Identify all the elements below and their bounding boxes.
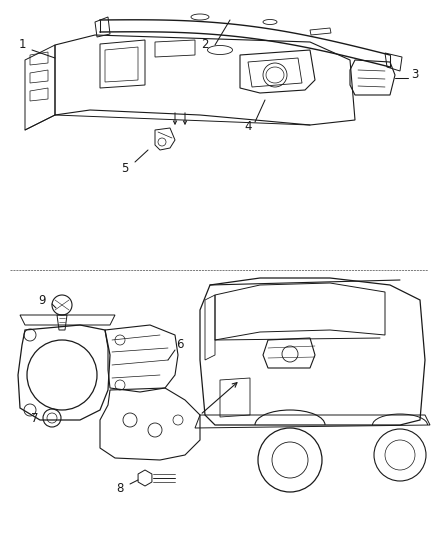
Text: 7: 7 — [31, 411, 39, 424]
Text: 5: 5 — [121, 161, 129, 174]
Text: 8: 8 — [117, 481, 124, 495]
Text: 4: 4 — [244, 120, 252, 133]
Text: 3: 3 — [411, 69, 419, 82]
Text: 6: 6 — [176, 338, 184, 351]
Text: 2: 2 — [201, 38, 209, 52]
Text: 9: 9 — [38, 294, 46, 306]
Text: 1: 1 — [18, 38, 26, 52]
